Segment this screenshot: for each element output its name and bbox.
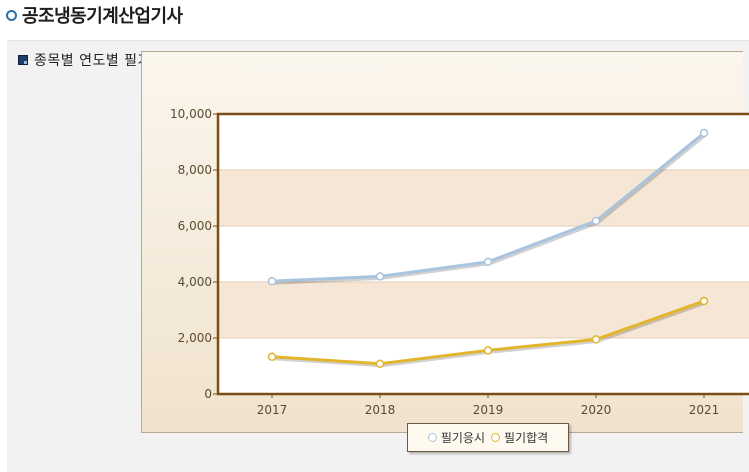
legend-item-applicants: 필기응시 [427, 429, 485, 446]
legend-label-applicants: 필기응시 [440, 431, 485, 445]
data-point-applicants [267, 276, 277, 286]
chart-legend: 필기응시 필기합격 [407, 423, 569, 452]
data-point-passers [267, 352, 277, 362]
data-point-applicants [375, 272, 385, 281]
legend-marker-passers [491, 433, 500, 442]
y-tick-label: 6,000 [178, 219, 212, 233]
legend-label-passers: 필기합격 [504, 431, 549, 445]
x-tick-label: 2020 [581, 403, 612, 417]
grid-band [218, 170, 749, 226]
y-tick-label: 4,000 [178, 275, 212, 289]
plot-area [218, 114, 749, 394]
y-tick-label: 10,000 [170, 107, 212, 121]
data-point-applicants [699, 128, 709, 138]
data-point-applicants [483, 257, 493, 267]
y-tick-label: 8,000 [178, 163, 212, 177]
x-tick-label: 2019 [473, 403, 504, 417]
data-point-passers [699, 296, 709, 306]
plot-border [216, 112, 749, 396]
x-tick-label: 2021 [689, 403, 720, 417]
y-tick-label: 0 [204, 387, 212, 401]
data-point-passers [591, 335, 601, 344]
y-tick-label: 2,000 [178, 331, 212, 345]
legend-marker-applicants [427, 433, 437, 442]
legend-item-passers: 필기합격 [491, 429, 548, 446]
circle-bullet-icon [6, 9, 17, 21]
data-point-passers [483, 346, 493, 355]
data-point-passers [375, 359, 385, 369]
data-point-applicants [591, 216, 601, 226]
x-tick-label: 2018 [365, 403, 396, 417]
x-tick-label: 2017 [257, 403, 288, 417]
square-bullet-icon [18, 55, 28, 65]
page-title-text: 공조냉동기계산업기사 [22, 6, 183, 27]
grid-band [218, 282, 749, 338]
page-title: 공조냉동기계산업기사 [6, 2, 183, 28]
